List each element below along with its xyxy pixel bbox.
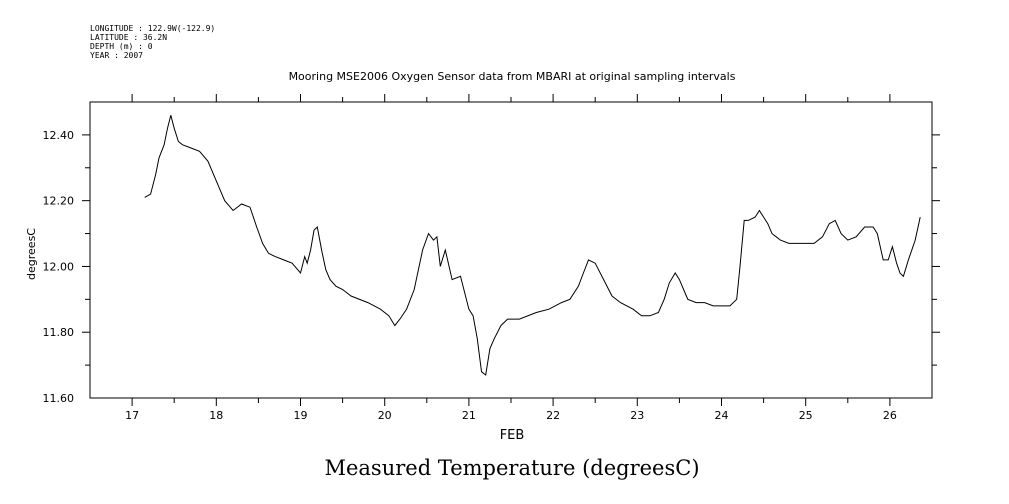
x-tick-label: 25 (799, 409, 813, 422)
chart-title: Mooring MSE2006 Oxygen Sensor data from … (289, 70, 736, 83)
location-metadata: LONGITUDE : 122.9W(-122.9)LATITUDE : 36.… (90, 24, 215, 60)
y-tick-label: 12.20 (43, 195, 75, 208)
meta-line: DEPTH (m) : 0 (90, 42, 153, 51)
x-axis-label: FEB (500, 428, 525, 443)
y-tick-label: 12.40 (43, 129, 75, 142)
x-tick-label: 22 (546, 409, 560, 422)
series-line-temperature (144, 115, 921, 376)
meta-line: LONGITUDE : 122.9W(-122.9) (90, 24, 215, 33)
x-tick-label: 26 (883, 409, 897, 422)
x-tick-label: 18 (209, 409, 223, 422)
y-tick-label: 12.00 (43, 260, 75, 273)
y-axis-ticks: 11.60 11.80 12.00 12.20 12.40 (43, 129, 940, 405)
x-tick-label: 19 (294, 409, 308, 422)
y-tick-label: 11.60 (43, 392, 75, 405)
x-tick-label: 17 (125, 409, 139, 422)
y-tick-label: 11.80 (43, 326, 75, 339)
figure-caption: Measured Temperature (degreesC) (324, 456, 699, 480)
x-axis-ticks: 17 18 19 20 21 22 23 24 25 26 (125, 94, 897, 422)
y-axis-label: degreesC (25, 228, 38, 280)
x-tick-label: 20 (378, 409, 392, 422)
x-tick-label: 24 (715, 409, 729, 422)
meta-line: YEAR : 2007 (90, 51, 143, 60)
x-tick-label: 23 (630, 409, 644, 422)
plot-frame (89, 101, 933, 399)
meta-line: LATITUDE : 36.2N (90, 33, 167, 42)
x-tick-label: 21 (462, 409, 476, 422)
